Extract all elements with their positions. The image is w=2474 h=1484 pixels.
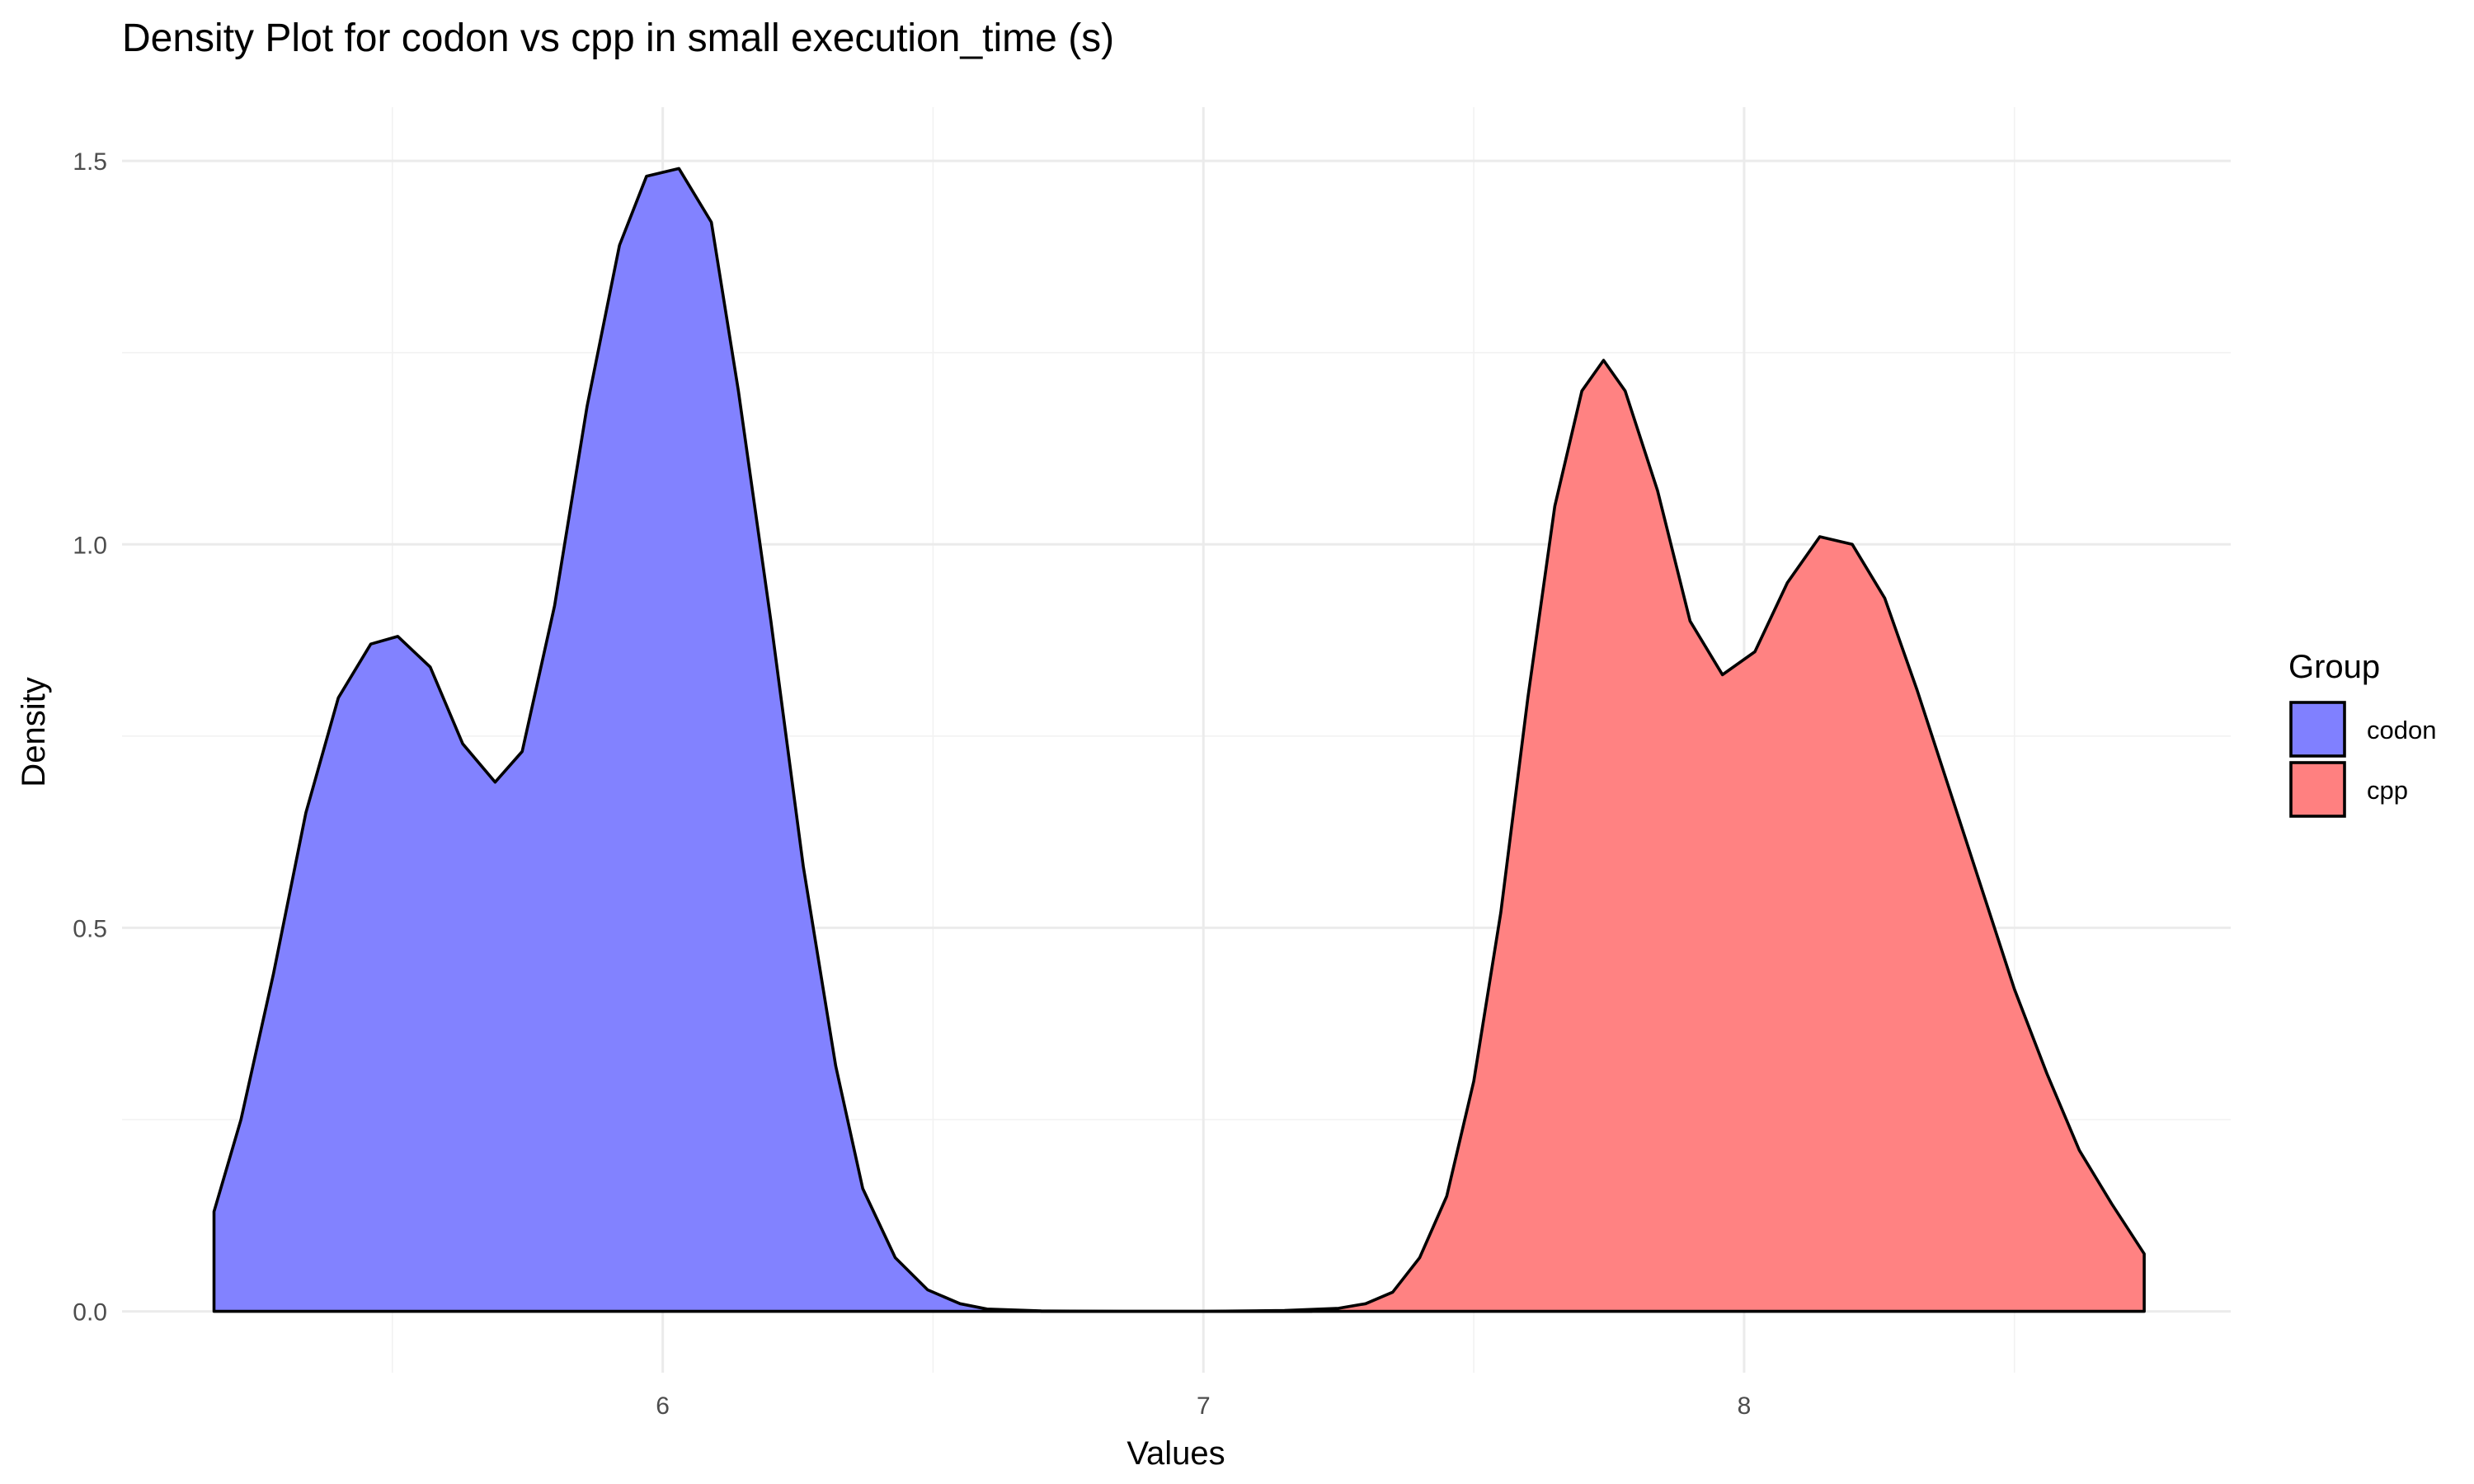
density-area-cpp	[1039, 359, 2146, 1313]
x-tick-label: 8	[1738, 1392, 1752, 1420]
density-area-codon	[212, 167, 1314, 1313]
y-axis-title: Density	[16, 677, 52, 787]
legend-swatch-codon	[2289, 701, 2346, 758]
y-tick-label: 0.5	[73, 915, 107, 942]
y-tick-label: 1.0	[73, 532, 107, 559]
legend-label-codon: codon	[2367, 716, 2436, 744]
legend-items: codon cpp	[2289, 701, 2436, 818]
legend-label-cpp: cpp	[2367, 776, 2408, 805]
legend-swatch-cpp	[2289, 761, 2346, 818]
density-areas	[212, 167, 2146, 1313]
x-tick-label: 7	[1197, 1392, 1211, 1420]
x-axis-ticks: 6 7 8	[656, 1392, 1751, 1420]
x-axis-title: Values	[1126, 1435, 1225, 1472]
legend-title: Group	[2288, 649, 2380, 685]
chart-title: Density Plot for codon vs cpp in small e…	[122, 16, 1114, 60]
y-tick-label: 1.5	[73, 148, 107, 176]
y-tick-label: 0.0	[73, 1299, 107, 1327]
x-tick-label: 6	[656, 1392, 670, 1420]
y-axis-ticks: 0.0 0.5 1.0 1.5	[73, 148, 107, 1326]
legend: Group codon cpp	[2288, 649, 2436, 818]
